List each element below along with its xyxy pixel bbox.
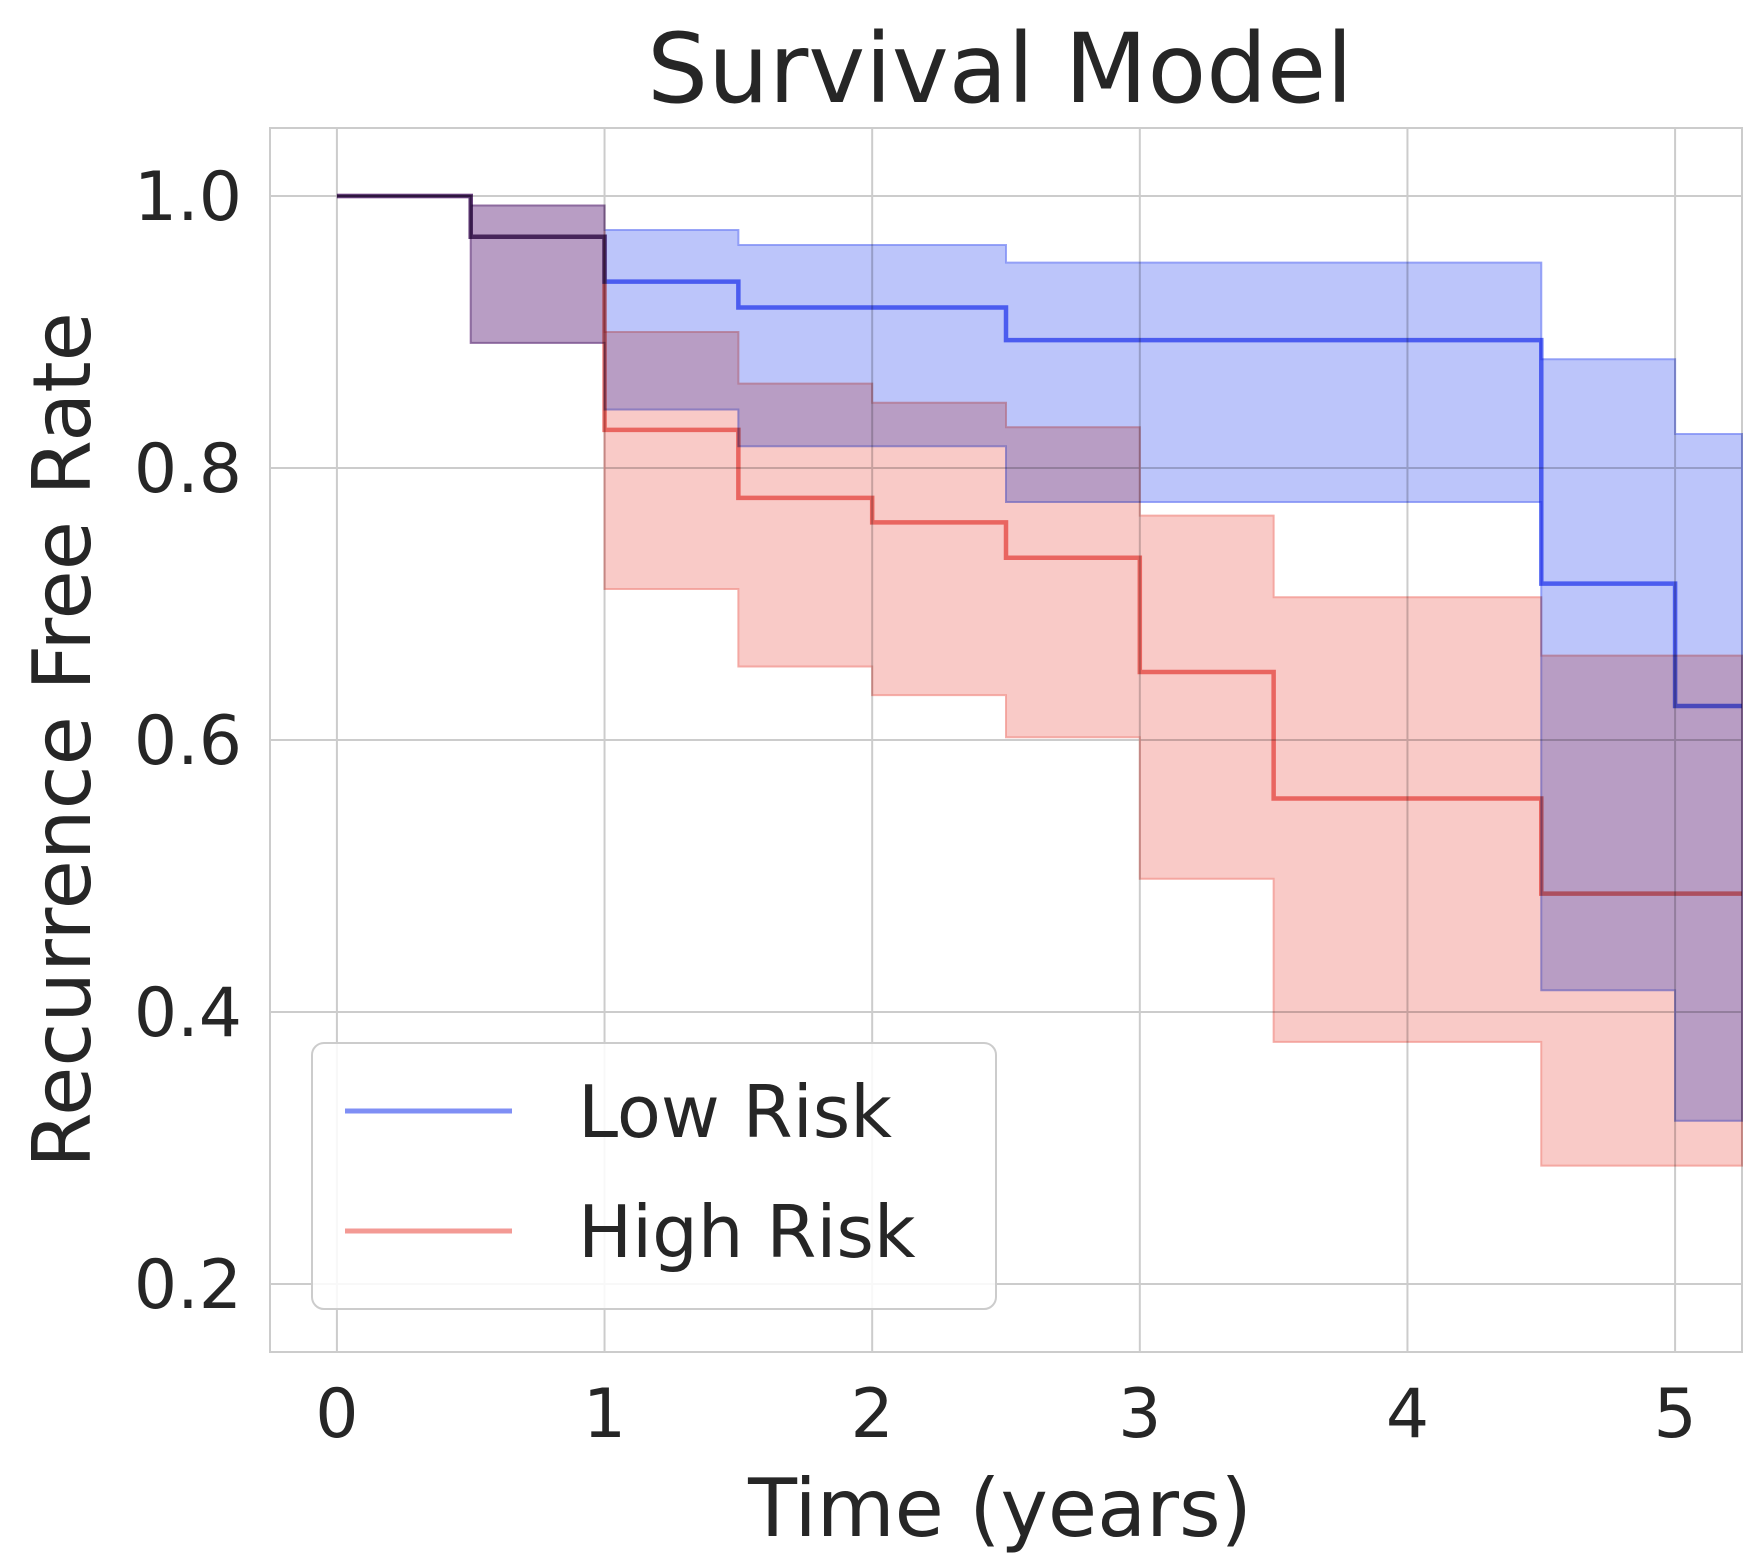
x-tick-label: 3 [1118, 1375, 1161, 1454]
x-tick-label: 1 [583, 1375, 626, 1454]
y-tick-label: 1.0 [134, 158, 242, 237]
high-risk-ci-band [336, 195, 1743, 1167]
legend-label-low-risk: Low Risk [578, 1070, 892, 1154]
chart-title: Survival Model [647, 13, 1353, 125]
confidence-bands [336, 195, 1743, 1167]
legend-label-high-risk: High Risk [578, 1190, 916, 1274]
y-tick-label: 0.6 [134, 702, 242, 781]
legend: Low Risk High Risk [311, 1042, 997, 1310]
x-axis-label: Time (years) [747, 1462, 1252, 1555]
high-risk-curve [336, 193, 1742, 896]
y-tick-label: 0.4 [134, 974, 242, 1053]
x-tick-label: 4 [1386, 1375, 1429, 1454]
y-tick-label: 0.8 [134, 430, 242, 509]
y-axis-label: Recurrence Free Rate [16, 312, 109, 1168]
x-tick-label: 2 [851, 1375, 894, 1454]
x-tick-label: 0 [315, 1375, 358, 1454]
x-tick-label: 5 [1653, 1375, 1696, 1454]
y-tick-label: 0.2 [134, 1246, 242, 1325]
